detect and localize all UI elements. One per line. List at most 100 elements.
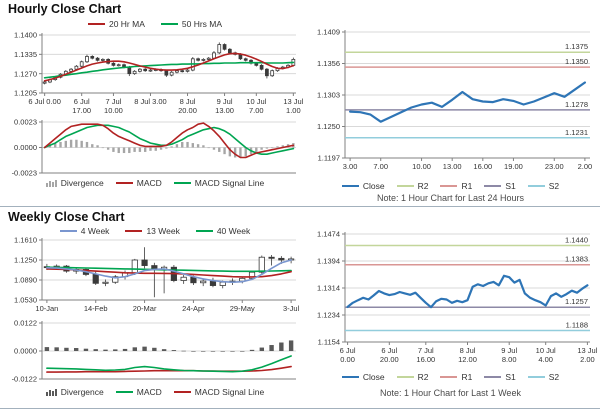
line-swatch-icon	[115, 181, 133, 185]
divergence-bar	[122, 147, 126, 154]
x-tick-label: 10 Jul	[536, 346, 556, 355]
x-tick-label: 7.00	[373, 162, 388, 171]
line-swatch-icon	[160, 22, 178, 26]
hourly-macd-chart: 0.0023 0.0000 -0.0023	[12, 118, 296, 178]
candle-body	[95, 57, 100, 61]
candle-body	[212, 52, 216, 59]
divergence-bar	[210, 351, 216, 352]
y-tick-label: 1.1250	[317, 122, 340, 131]
candle-body	[196, 58, 200, 61]
hourly-macd-legend: Divergence MACD MACD Signal Line	[10, 178, 300, 188]
candle-body	[278, 257, 285, 261]
x-tick-label: 7 Jul	[106, 97, 122, 106]
y-tick-label: 1.1205	[14, 89, 37, 98]
level-label-s1: 1.1257	[565, 297, 588, 306]
candle-body	[227, 48, 232, 54]
legend-label: Close	[362, 181, 385, 191]
legend-label: 13 Week	[146, 226, 180, 236]
series-line-13-week	[46, 268, 292, 278]
x-tick-label: 6 Jul	[381, 346, 397, 355]
divergence-bar	[200, 351, 206, 352]
candle-body	[243, 58, 248, 61]
x-tick-label: 8 Jul	[180, 97, 196, 106]
series-line-4-week	[46, 259, 292, 284]
level-label-s2: 1.1231	[565, 128, 588, 137]
y-tick-label: 1.1610	[14, 236, 37, 245]
divergence-bar	[212, 147, 216, 150]
divergence-bar	[165, 147, 168, 149]
y-tick-label: 0.0122	[14, 319, 37, 328]
line-swatch-icon	[87, 22, 105, 26]
legend-item-r1: R1	[440, 181, 472, 191]
line-swatch-icon	[341, 184, 359, 188]
divergence-bar	[113, 349, 118, 351]
legend-item-s1: S1	[484, 372, 516, 382]
divergence-bar	[170, 146, 173, 148]
y-tick-label: 1.1250	[14, 256, 37, 265]
y-tick-label: 1.0530	[14, 296, 37, 305]
legend-label: S2	[548, 181, 560, 191]
x-tick-label: 19.00	[504, 162, 523, 171]
legend-label: 40 Week	[216, 226, 251, 236]
x-tick-label: 6 Jul 0.00	[28, 97, 61, 106]
series-line-macd	[43, 122, 295, 159]
x-tick-label: 17.00	[72, 106, 91, 115]
divergence-bar	[83, 348, 89, 351]
y-tick-label: 0.0000	[14, 143, 37, 152]
candle-body	[131, 259, 138, 274]
series-line-20-hr-ma	[43, 52, 295, 82]
legend-item-macd-signal-line: MACD Signal Line	[173, 178, 265, 188]
pivot-24h-note: Note: 1 Hour Chart for Last 24 Hours	[376, 193, 525, 203]
divergence-bar	[220, 351, 225, 352]
line-swatch-icon	[173, 181, 191, 185]
divergence-bar	[181, 141, 184, 148]
y-tick-label: 0.0000	[14, 347, 37, 356]
y-tick-label: 1.1335	[14, 50, 37, 59]
candle-body	[132, 70, 137, 75]
candle-body	[219, 281, 226, 286]
candle-body	[217, 44, 222, 54]
candle-body	[42, 81, 47, 84]
line-swatch-icon	[440, 375, 458, 379]
divergence-bar	[73, 348, 79, 351]
legend-item-divergence: Divergence	[45, 178, 104, 188]
divergence-bar	[142, 346, 147, 351]
x-tick-label: 20.00	[380, 355, 399, 364]
series-line-macd-signal-line	[43, 124, 295, 156]
pivot-24h-legend: Close R2 R1 S1 S2	[303, 181, 598, 191]
line-swatch-icon	[59, 229, 77, 233]
divergence-bar	[122, 348, 128, 351]
divergence-bar	[260, 147, 263, 150]
x-tick-label: 2.00	[580, 355, 595, 364]
candle-body	[209, 280, 217, 286]
series-line-macd	[46, 355, 292, 373]
legend-label: MACD Signal Line	[194, 178, 265, 188]
x-tick-label: 9 Jul	[217, 97, 233, 106]
level-label-r1: 1.1350	[565, 57, 588, 66]
candle-body	[111, 62, 116, 66]
divergence-bar	[239, 147, 242, 158]
legend-item-20-hr-ma: 20 Hr MA	[87, 19, 145, 29]
candle-body	[270, 70, 275, 77]
y-tick-label: 1.1409	[317, 28, 340, 37]
x-tick-label: 6 Jul	[340, 346, 356, 355]
line-swatch-icon	[484, 375, 502, 379]
divergence-bar	[133, 147, 136, 152]
candle-body	[268, 256, 275, 259]
legend-label: MACD Signal Line	[194, 387, 265, 397]
series-line-close	[348, 81, 586, 123]
level-label-r1: 1.1383	[565, 255, 588, 264]
divergence-bar	[230, 351, 235, 352]
candle-body	[248, 271, 256, 279]
candle-body	[141, 259, 148, 266]
divergence-bar	[48, 145, 52, 148]
x-tick-label: 8 Jul	[460, 346, 476, 355]
weekly-macd-chart: 0.0122 0.0000 -0.0122	[12, 319, 296, 384]
divergence-bar	[271, 147, 274, 149]
x-tick-label: 3.00	[343, 162, 358, 171]
y-tick-label: -0.0023	[12, 169, 37, 178]
line-swatch-icon	[396, 184, 414, 188]
divergence-bar	[138, 147, 142, 152]
